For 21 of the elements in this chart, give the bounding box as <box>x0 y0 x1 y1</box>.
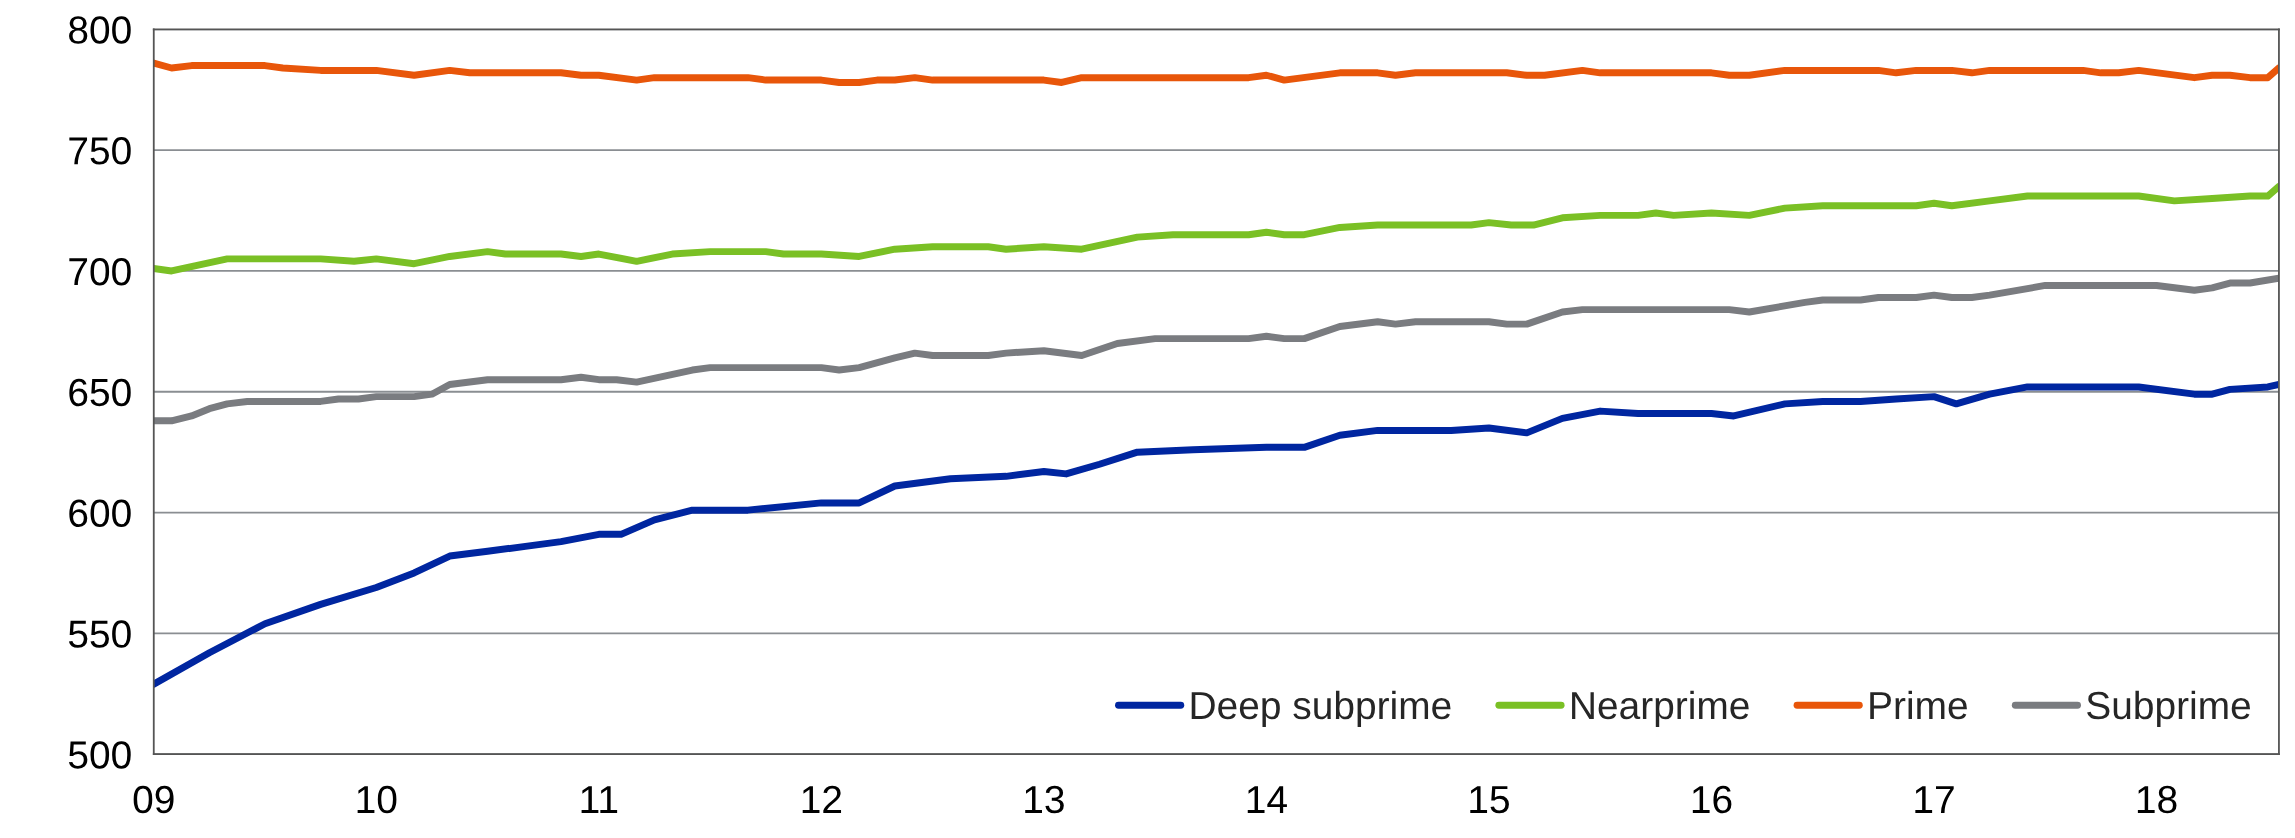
y-tick-label: 550 <box>68 620 131 648</box>
x-tick-label: 12 <box>802 785 842 813</box>
x-tick-label: 09 <box>133 785 174 814</box>
legend-label: Subprime <box>2087 690 2250 727</box>
y-tick-label: 800 <box>69 16 131 44</box>
legend-label: Deep subprime <box>1191 690 1451 727</box>
x-tick-label: 17 <box>1915 786 1954 813</box>
legend-label: Nearprime <box>1572 690 1749 727</box>
y-tick-label: 700 <box>69 257 131 286</box>
x-tick-label: 10 <box>357 785 397 814</box>
x-tick-label: 18 <box>2137 785 2177 814</box>
y-tick-label: 500 <box>68 741 131 769</box>
y-tick-label: 600 <box>69 499 131 528</box>
x-tick-label: 15 <box>1470 786 1509 814</box>
y-tick-label: 650 <box>69 378 131 407</box>
x-tick-label: 13 <box>1025 785 1064 814</box>
legend-label: Prime <box>1870 690 1967 720</box>
x-tick-label: 16 <box>1692 785 1732 814</box>
x-tick-label: 14 <box>1247 786 1287 813</box>
x-tick-label: 11 <box>581 786 618 813</box>
y-tick-label: 750 <box>69 137 131 165</box>
